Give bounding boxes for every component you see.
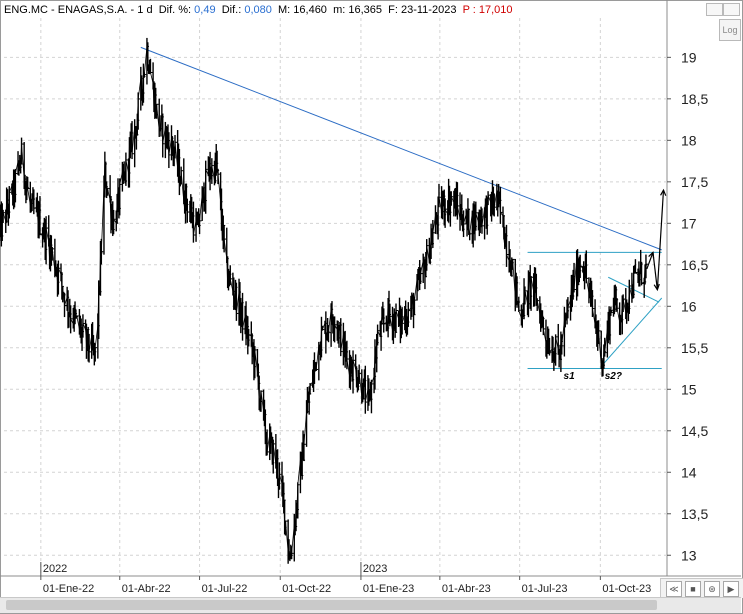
price-value: 17,010 <box>478 4 513 16</box>
projection-arrowhead <box>660 188 667 196</box>
x-tick-label: 01-Ene-23 <box>363 583 414 595</box>
max-value: 16,460 <box>293 4 327 16</box>
y-tick-label: 15,5 <box>681 340 708 356</box>
projection-segment <box>652 252 658 290</box>
x-tick-label: 01-Oct-23 <box>602 583 651 595</box>
scrollbar-thumb[interactable] <box>6 600 657 610</box>
y-tick-label: 16,5 <box>681 257 708 273</box>
y-tick-label: 17,5 <box>681 174 708 190</box>
trendline <box>140 46 662 251</box>
horizontal-scrollbar[interactable] <box>0 597 741 613</box>
trendline <box>602 297 663 365</box>
crosshair-icon[interactable]: ⊛ <box>704 581 720 597</box>
date-value: 23-11-2023 <box>400 4 457 16</box>
y-tick-label: 13 <box>681 547 697 563</box>
min-value: 16,365 <box>348 4 383 16</box>
x-tick-label: 01-Jul-22 <box>202 583 248 595</box>
save-icon[interactable]: ■ <box>685 581 701 597</box>
y-tick-label: 15 <box>681 381 697 397</box>
dif-value: 0,080 <box>244 4 272 16</box>
y-tick-label: 19 <box>681 49 697 65</box>
ticker-label: ENG.MC - ENAGAS,S.A. <box>4 4 128 16</box>
y-tick-label: 14 <box>681 464 697 480</box>
price-close-line <box>0 46 647 560</box>
x-tick-label: 01-Abr-23 <box>442 583 491 595</box>
log-scale-button[interactable]: Log <box>719 19 741 41</box>
x-tick-label: 01-Ene-22 <box>43 583 94 595</box>
y-tick-label: 14,5 <box>681 423 708 439</box>
chart-toolbar: ≪ ■ ⊛ ▶ <box>660 578 743 598</box>
y-tick-label: 18,5 <box>681 91 708 107</box>
min-label: m: <box>333 4 346 16</box>
max-label: M: <box>277 4 291 16</box>
y-tick-label: 17 <box>681 215 697 231</box>
dif-label: Dif.: <box>221 4 242 16</box>
zoom-icon[interactable]: ▶ <box>723 581 739 597</box>
year-label: 2022 <box>43 563 67 575</box>
dif-pct-value: 0,49 <box>194 4 216 16</box>
scroll-left-icon[interactable]: ≪ <box>666 581 682 597</box>
x-tick-label: 01-Abr-22 <box>122 583 171 595</box>
price-label: P : <box>462 4 476 16</box>
period-label: 1 d <box>137 4 153 16</box>
projection-segment <box>656 190 665 290</box>
projection-segment <box>646 252 654 270</box>
dif-pct-label: Dif. %: <box>158 4 192 16</box>
window-controls <box>704 3 740 16</box>
date-label: F: <box>388 4 398 16</box>
chart-header: ENG.MC - ENAGAS,S.A. - 1 d Dif. %: 0,49 … <box>4 2 513 18</box>
minimize-button[interactable] <box>706 3 723 16</box>
close-button[interactable] <box>723 3 740 16</box>
x-tick-label: 01-Oct-22 <box>282 583 331 595</box>
y-tick-label: 16 <box>681 298 697 314</box>
chart-annotation: s1 <box>564 371 576 382</box>
y-tick-label: 13,5 <box>681 506 708 522</box>
year-label: 2023 <box>363 563 387 575</box>
header-separator: - <box>130 4 135 16</box>
chart-annotation: s2? <box>605 371 622 382</box>
x-tick-label: 01-Jul-23 <box>522 583 568 595</box>
y-tick-label: 18 <box>681 132 697 148</box>
